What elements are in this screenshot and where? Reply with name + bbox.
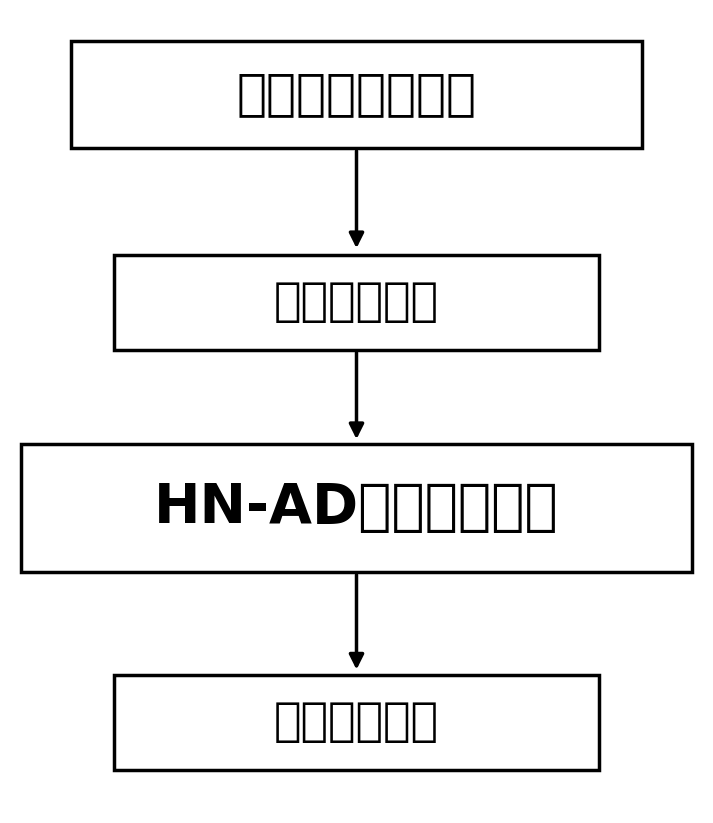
FancyBboxPatch shape — [114, 255, 599, 350]
Text: HN-AD菌剂生物强化: HN-AD菌剂生物强化 — [154, 481, 559, 535]
FancyBboxPatch shape — [21, 444, 692, 572]
Text: 强化稳定运行: 强化稳定运行 — [274, 700, 439, 745]
Text: 挂膜稳定运行: 挂膜稳定运行 — [274, 280, 439, 325]
FancyBboxPatch shape — [71, 41, 642, 148]
Text: 活性污泥挂膜启动: 活性污泥挂膜启动 — [237, 71, 476, 119]
FancyBboxPatch shape — [114, 675, 599, 770]
